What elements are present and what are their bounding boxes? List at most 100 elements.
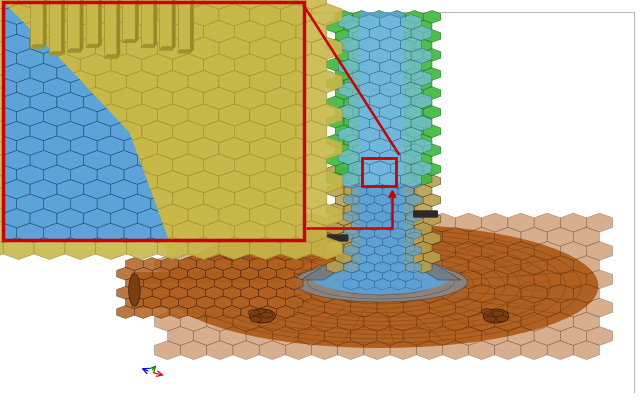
Polygon shape — [280, 170, 312, 193]
Ellipse shape — [420, 239, 449, 249]
Polygon shape — [173, 154, 204, 176]
Polygon shape — [124, 194, 151, 213]
Polygon shape — [534, 326, 560, 346]
Polygon shape — [204, 20, 234, 43]
FancyBboxPatch shape — [326, 234, 349, 242]
Polygon shape — [3, 2, 304, 240]
Polygon shape — [151, 165, 178, 184]
Polygon shape — [423, 194, 441, 206]
Polygon shape — [173, 0, 204, 9]
Polygon shape — [44, 136, 70, 155]
Polygon shape — [3, 180, 30, 199]
Ellipse shape — [521, 289, 550, 299]
Polygon shape — [369, 161, 390, 176]
Polygon shape — [95, 204, 127, 226]
Polygon shape — [204, 87, 234, 109]
Polygon shape — [97, 0, 124, 10]
Polygon shape — [246, 298, 272, 317]
Polygon shape — [379, 222, 397, 235]
Polygon shape — [390, 26, 411, 41]
Polygon shape — [285, 284, 312, 303]
Polygon shape — [233, 284, 259, 303]
Ellipse shape — [514, 296, 543, 306]
Polygon shape — [326, 241, 344, 254]
Polygon shape — [219, 37, 250, 59]
Polygon shape — [3, 63, 30, 82]
Polygon shape — [335, 213, 353, 226]
Polygon shape — [0, 187, 19, 210]
Polygon shape — [335, 10, 353, 23]
Polygon shape — [0, 63, 3, 82]
Polygon shape — [134, 286, 152, 299]
Polygon shape — [388, 68, 406, 80]
Polygon shape — [414, 241, 432, 254]
Polygon shape — [220, 213, 246, 232]
Polygon shape — [178, 49, 205, 68]
Polygon shape — [414, 39, 432, 52]
Bar — [344, 174, 418, 262]
Polygon shape — [152, 286, 170, 299]
Polygon shape — [234, 154, 265, 176]
Polygon shape — [154, 284, 180, 303]
Polygon shape — [371, 175, 388, 187]
Polygon shape — [111, 0, 142, 9]
Polygon shape — [326, 203, 344, 216]
Polygon shape — [34, 37, 65, 59]
Ellipse shape — [467, 315, 496, 325]
Polygon shape — [390, 341, 416, 360]
Polygon shape — [369, 138, 390, 153]
Polygon shape — [272, 326, 298, 346]
Polygon shape — [326, 39, 344, 52]
Polygon shape — [388, 106, 406, 118]
Polygon shape — [359, 160, 374, 172]
Polygon shape — [353, 10, 371, 23]
Polygon shape — [265, 0, 296, 9]
Polygon shape — [374, 194, 390, 205]
Polygon shape — [371, 30, 388, 42]
Polygon shape — [406, 213, 423, 226]
Polygon shape — [468, 256, 495, 274]
Polygon shape — [250, 4, 280, 26]
Polygon shape — [49, 220, 80, 243]
Polygon shape — [0, 20, 19, 43]
Polygon shape — [359, 172, 380, 187]
Bar — [415, 211, 437, 217]
Polygon shape — [95, 137, 127, 159]
Polygon shape — [272, 242, 298, 260]
Polygon shape — [49, 54, 80, 76]
Polygon shape — [380, 82, 401, 97]
Polygon shape — [173, 54, 204, 76]
Polygon shape — [351, 220, 367, 231]
Polygon shape — [353, 30, 371, 42]
Polygon shape — [388, 30, 406, 42]
Polygon shape — [34, 104, 65, 126]
Polygon shape — [371, 68, 388, 80]
Polygon shape — [84, 92, 111, 112]
Polygon shape — [268, 258, 285, 270]
Bar — [125, 12, 634, 392]
Ellipse shape — [339, 275, 422, 297]
Polygon shape — [138, 150, 164, 170]
Polygon shape — [234, 54, 265, 76]
Bar — [104, 2, 116, 58]
Polygon shape — [586, 242, 612, 260]
Polygon shape — [164, 180, 191, 199]
Polygon shape — [0, 136, 17, 155]
Polygon shape — [191, 0, 194, 52]
Polygon shape — [456, 326, 482, 346]
Polygon shape — [390, 284, 416, 303]
Polygon shape — [17, 78, 44, 97]
Polygon shape — [95, 170, 127, 193]
Polygon shape — [312, 284, 338, 303]
Polygon shape — [398, 236, 413, 248]
Polygon shape — [344, 177, 359, 188]
Polygon shape — [359, 262, 374, 273]
Polygon shape — [429, 213, 456, 232]
Polygon shape — [335, 194, 353, 206]
Polygon shape — [111, 150, 138, 170]
Polygon shape — [359, 278, 374, 290]
Polygon shape — [134, 306, 152, 318]
Polygon shape — [586, 270, 612, 289]
Polygon shape — [411, 26, 432, 41]
Polygon shape — [70, 223, 97, 242]
